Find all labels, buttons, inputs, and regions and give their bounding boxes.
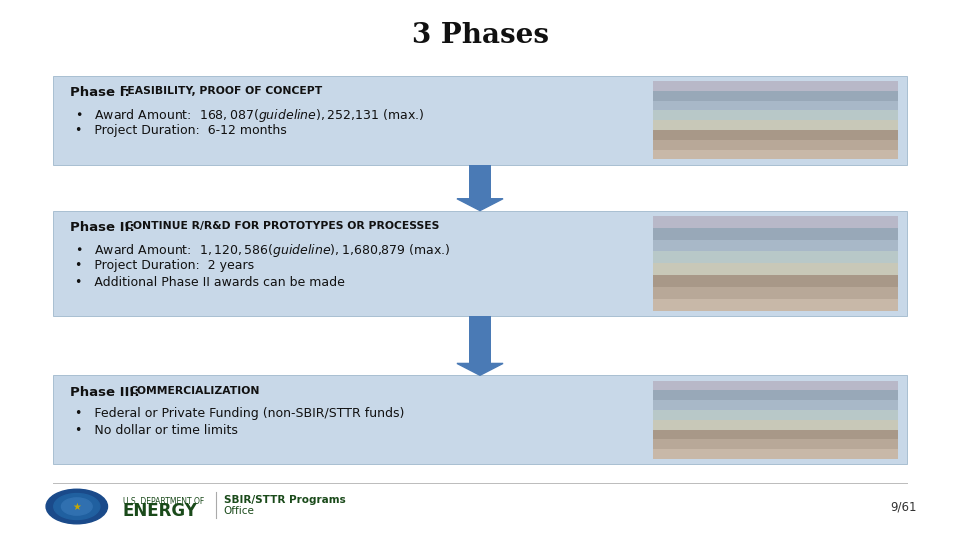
Text: CONTINUE R/R&D FOR PROTOTYPES OR PROCESSES: CONTINUE R/R&D FOR PROTOTYPES OR PROCESS… [125, 221, 440, 232]
Bar [653, 449, 898, 459]
Bar [653, 140, 898, 150]
Bar [653, 252, 898, 263]
Text: SBIR/STTR Programs: SBIR/STTR Programs [224, 495, 346, 505]
Text: •   Additional Phase II awards can be made: • Additional Phase II awards can be made [75, 276, 345, 289]
Bar [653, 228, 898, 240]
Bar [653, 299, 898, 310]
Text: U.S. DEPARTMENT OF: U.S. DEPARTMENT OF [123, 497, 204, 505]
Bar [469, 316, 491, 363]
Circle shape [54, 494, 100, 519]
FancyBboxPatch shape [653, 381, 898, 459]
Bar [653, 410, 898, 420]
FancyBboxPatch shape [53, 375, 907, 464]
Text: 9/61: 9/61 [890, 500, 917, 513]
Bar [653, 390, 898, 400]
Text: ENERGY: ENERGY [123, 502, 198, 521]
Text: ★: ★ [72, 502, 82, 511]
Text: Phase III:: Phase III: [70, 386, 149, 399]
Bar [653, 110, 898, 120]
Text: Phase I:: Phase I: [70, 86, 139, 99]
Polygon shape [457, 363, 503, 375]
Text: COMMERCIALIZATION: COMMERCIALIZATION [130, 386, 260, 396]
Bar [653, 263, 898, 275]
Bar [653, 430, 898, 440]
Text: Office: Office [224, 506, 254, 516]
FancyBboxPatch shape [653, 81, 898, 159]
Text: FEASIBILITY, PROOF OF CONCEPT: FEASIBILITY, PROOF OF CONCEPT [120, 86, 323, 97]
Bar [469, 165, 491, 199]
Text: •   Federal or Private Funding (non-SBIR/STTR funds): • Federal or Private Funding (non-SBIR/S… [75, 407, 404, 420]
Bar [653, 240, 898, 252]
Text: 3 Phases: 3 Phases [412, 22, 548, 49]
Polygon shape [457, 199, 503, 211]
Text: •   Project Duration:  6-12 months: • Project Duration: 6-12 months [75, 124, 287, 137]
Bar [653, 130, 898, 140]
Circle shape [61, 498, 92, 515]
Bar [653, 400, 898, 410]
Bar [653, 381, 898, 390]
Text: •   Project Duration:  2 years: • Project Duration: 2 years [75, 259, 254, 272]
Text: Phase II:: Phase II: [70, 221, 144, 234]
FancyBboxPatch shape [53, 211, 907, 316]
Bar [653, 81, 898, 91]
Bar [653, 420, 898, 430]
Text: •   Award Amount:  $168,087 (guideline), $252,131 (max.): • Award Amount: $168,087 (guideline), $2… [75, 107, 424, 124]
Bar [653, 216, 898, 228]
Text: •   Award Amount:  $1,120,586 (guideline), $1,680,879 (max.): • Award Amount: $1,120,586 (guideline), … [75, 242, 450, 259]
Bar [653, 150, 898, 159]
Bar [653, 440, 898, 449]
FancyBboxPatch shape [53, 76, 907, 165]
Bar [653, 120, 898, 130]
Bar [653, 91, 898, 100]
Bar [653, 100, 898, 110]
Bar [653, 275, 898, 287]
Bar [653, 287, 898, 299]
FancyBboxPatch shape [653, 216, 898, 310]
Circle shape [46, 489, 108, 524]
Text: •   No dollar or time limits: • No dollar or time limits [75, 424, 238, 437]
